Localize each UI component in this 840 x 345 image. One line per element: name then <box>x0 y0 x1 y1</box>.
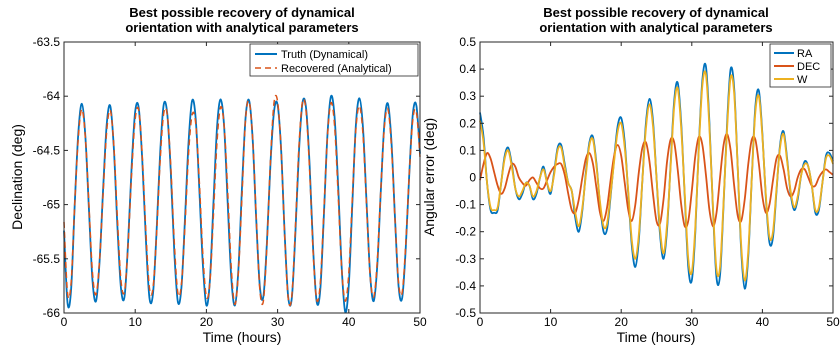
y-tick-label: -0.3 <box>455 252 476 266</box>
legend-label-w: W <box>797 74 808 86</box>
x-tick-label: 10 <box>544 315 558 329</box>
x-tick-label: 20 <box>615 315 629 329</box>
x-tick-label: 30 <box>271 315 285 329</box>
y-tick-label: 0.1 <box>459 143 476 157</box>
x-tick-label: 20 <box>200 315 214 329</box>
x-tick-label: 50 <box>413 315 427 329</box>
y-tick-label: 0.3 <box>459 89 476 103</box>
series-layer <box>63 94 421 314</box>
y-tick-label: -63.5 <box>33 35 61 49</box>
y-tick-label: -65.5 <box>33 252 61 266</box>
y-tick-label: -65 <box>43 198 61 212</box>
x-axis-label: Time (hours) <box>203 329 282 345</box>
chart-title-line-1: Best possible recovery of dynamical <box>543 5 768 20</box>
x-tick-label: 40 <box>756 315 770 329</box>
y-tick-label: -64.5 <box>33 143 61 157</box>
y-axis-label: Angular error (deg) <box>421 118 437 236</box>
legend-label-recovered: Recovered (Analytical) <box>281 63 392 75</box>
chart-title-line-2: orientation with analytical parameters <box>539 20 772 35</box>
series-line-w <box>479 70 834 282</box>
series-line-dec <box>479 133 834 229</box>
series-layer <box>479 62 834 290</box>
plot-frame <box>63 41 421 314</box>
legend-label-dec: DEC <box>797 61 820 73</box>
y-tick-label: 0.4 <box>459 62 476 76</box>
y-tick-label: -0.2 <box>455 225 476 239</box>
series-line-truth-dynamical <box>63 94 421 314</box>
legend: Truth (Dynamical) Recovered (Analytical) <box>249 43 419 77</box>
legend: RA DEC W <box>769 43 832 88</box>
plot-frame <box>479 41 834 314</box>
series-line-recovered-analytical <box>63 94 421 307</box>
legend-label-ra: RA <box>797 48 813 60</box>
chart-title-line-2: orientation with analytical parameters <box>125 20 358 35</box>
y-tick-label: -0.1 <box>455 198 476 212</box>
y-tick-label: 0.5 <box>459 35 476 49</box>
x-tick-label: 0 <box>477 315 484 329</box>
y-axis-label: Declination (deg) <box>9 124 25 230</box>
angular-error-chart: Best possible recovery of dynamical orie… <box>421 5 840 345</box>
tick-layer: 0 10 20 30 40 50 -0.5 -0.4 -0.3 -0.2 -0.1 0 0.1 0.2 0.… <box>455 35 840 329</box>
y-tick-label: 0.2 <box>459 116 476 130</box>
x-tick-label: 0 <box>61 315 68 329</box>
x-tick-label: 30 <box>685 315 699 329</box>
declination-chart: Best possible recovery of dynamical orie… <box>9 5 427 345</box>
x-axis-label: Time (hours) <box>617 329 696 345</box>
chart-title-line-1: Best possible recovery of dynamical <box>129 5 354 20</box>
x-tick-label: 50 <box>826 315 840 329</box>
y-tick-label: -0.4 <box>455 279 476 293</box>
y-tick-label: -0.5 <box>455 306 476 320</box>
y-tick-label: -64 <box>43 89 61 103</box>
legend-box <box>249 43 419 77</box>
y-tick-label: -66 <box>43 306 61 320</box>
x-tick-label: 10 <box>129 315 143 329</box>
legend-label-truth: Truth (Dynamical) <box>281 49 368 61</box>
x-tick-label: 40 <box>342 315 356 329</box>
y-tick-label: 0 <box>469 171 476 185</box>
